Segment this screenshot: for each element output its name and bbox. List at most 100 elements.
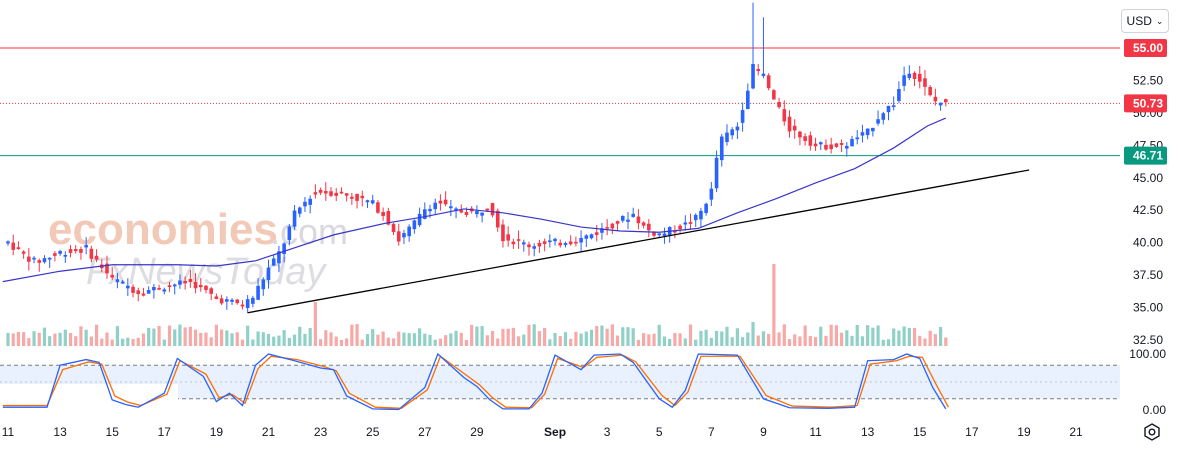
candle-body-144 bbox=[756, 68, 761, 72]
candle-body-40 bbox=[214, 296, 219, 300]
candle-body-30 bbox=[162, 289, 167, 292]
candle-body-60 bbox=[318, 189, 323, 193]
candle-body-8 bbox=[47, 257, 52, 260]
candle-body-36 bbox=[193, 282, 198, 289]
volume-bar-67 bbox=[355, 324, 359, 346]
volume-bar-97 bbox=[511, 327, 515, 346]
candle-body-61 bbox=[324, 191, 328, 194]
stochastic-axis: 100.00 0.00 bbox=[1129, 347, 1166, 417]
candle-body-126 bbox=[662, 233, 667, 236]
candle-body-157 bbox=[824, 144, 828, 150]
volume-bar-148 bbox=[777, 332, 781, 346]
volume-bar-5 bbox=[32, 331, 36, 346]
volume-bar-152 bbox=[798, 336, 802, 346]
candle-body-12 bbox=[68, 249, 73, 253]
candle-body-0 bbox=[6, 241, 10, 244]
price-tick-4: 45.00 bbox=[1133, 171, 1163, 185]
volume-bar-179 bbox=[938, 326, 943, 346]
candle-body-125 bbox=[657, 233, 662, 236]
volume-bar-162 bbox=[850, 335, 854, 346]
volume-bar-9 bbox=[53, 333, 57, 346]
time-axis: 11 13 15 17 19 21 23 25 27 29 Sep 3 5 7 9 11 13 15 17 19 21 bbox=[2, 425, 1083, 439]
chevron-down-icon: ⌄ bbox=[1155, 15, 1164, 26]
candle-body-133 bbox=[699, 210, 703, 220]
volume-bar-19 bbox=[105, 332, 109, 346]
price-tick-5: 42.50 bbox=[1133, 203, 1163, 217]
volume-bar-143 bbox=[751, 322, 755, 346]
candle-body-115 bbox=[605, 227, 609, 229]
candle-body-53 bbox=[282, 243, 286, 255]
volume-bar-174 bbox=[912, 327, 917, 346]
volume-bar-59 bbox=[313, 302, 317, 346]
candle-body-114 bbox=[600, 228, 604, 233]
volume-bar-136 bbox=[714, 330, 719, 346]
volume-bar-176 bbox=[923, 338, 927, 346]
volume-bar-46 bbox=[246, 325, 250, 346]
candle-body-87 bbox=[459, 210, 464, 213]
volume-bar-38 bbox=[204, 332, 208, 346]
volume-bar-94 bbox=[496, 338, 500, 346]
candle-body-46 bbox=[245, 299, 250, 309]
volume-bar-86 bbox=[454, 330, 458, 346]
volume-bar-170 bbox=[892, 328, 896, 346]
volume-bar-164 bbox=[860, 336, 865, 346]
volume-bar-77 bbox=[407, 333, 411, 346]
candle-body-174 bbox=[912, 72, 917, 80]
candle-body-50 bbox=[266, 267, 271, 281]
candle-body-42 bbox=[225, 299, 229, 302]
volume-bar-73 bbox=[386, 337, 390, 346]
volume-bar-37 bbox=[199, 332, 203, 346]
candle-body-56 bbox=[297, 207, 302, 214]
price-tick-9: 32.50 bbox=[1133, 333, 1163, 347]
candle-body-17 bbox=[94, 255, 99, 260]
candle-body-77 bbox=[407, 226, 411, 237]
volume-bar-153 bbox=[803, 325, 807, 346]
candle-body-140 bbox=[735, 126, 740, 131]
volume-bar-141 bbox=[741, 337, 745, 346]
volume-bar-137 bbox=[720, 331, 724, 346]
candle-body-165 bbox=[865, 128, 870, 136]
volume-bar-35 bbox=[188, 326, 192, 346]
candle-body-38 bbox=[204, 285, 208, 290]
candle-body-32 bbox=[172, 284, 177, 287]
volume-bar-116 bbox=[610, 324, 614, 346]
volume-bar-180 bbox=[944, 337, 948, 346]
stoch-tick-1: 0.00 bbox=[1143, 403, 1167, 417]
trendline-line bbox=[247, 169, 1030, 314]
volume-bar-108 bbox=[569, 338, 573, 346]
volume-bar-133 bbox=[699, 330, 703, 346]
volume-bar-93 bbox=[490, 330, 495, 346]
candle-body-142 bbox=[746, 90, 750, 110]
settings-icon[interactable] bbox=[1142, 422, 1162, 442]
volume-bar-57 bbox=[303, 333, 307, 346]
volume-bar-145 bbox=[761, 331, 766, 346]
volume-bar-75 bbox=[397, 331, 401, 346]
candle-body-167 bbox=[876, 119, 880, 124]
candle-body-158 bbox=[829, 144, 833, 150]
volume-bar-163 bbox=[855, 325, 859, 346]
candle-body-58 bbox=[308, 198, 312, 205]
candle-body-24 bbox=[131, 286, 135, 293]
candle-body-159 bbox=[834, 143, 839, 147]
volume-bar-23 bbox=[126, 337, 130, 346]
candle-body-5 bbox=[32, 257, 36, 260]
candle-body-135 bbox=[709, 188, 714, 200]
volume-bar-30 bbox=[162, 339, 166, 346]
volume-bar-154 bbox=[808, 336, 812, 346]
volume-bar-66 bbox=[350, 324, 354, 346]
candle-body-54 bbox=[287, 226, 292, 241]
candle-body-27 bbox=[146, 290, 151, 294]
volume-bar-44 bbox=[235, 332, 239, 346]
volume-bar-115 bbox=[605, 328, 609, 346]
volume-bar-99 bbox=[522, 334, 526, 346]
time-tick-5: 21 bbox=[262, 425, 276, 439]
candle-body-2 bbox=[16, 247, 21, 250]
volume-bar-11 bbox=[63, 329, 67, 346]
volume-bar-29 bbox=[157, 325, 161, 346]
volume-bar-80 bbox=[423, 333, 427, 346]
currency-button[interactable]: USD ⌄ bbox=[1121, 9, 1169, 33]
candle-body-177 bbox=[928, 87, 932, 96]
level-tags: 55.00 50.73 46.71 bbox=[1124, 39, 1167, 165]
volume-bar-56 bbox=[298, 326, 302, 346]
